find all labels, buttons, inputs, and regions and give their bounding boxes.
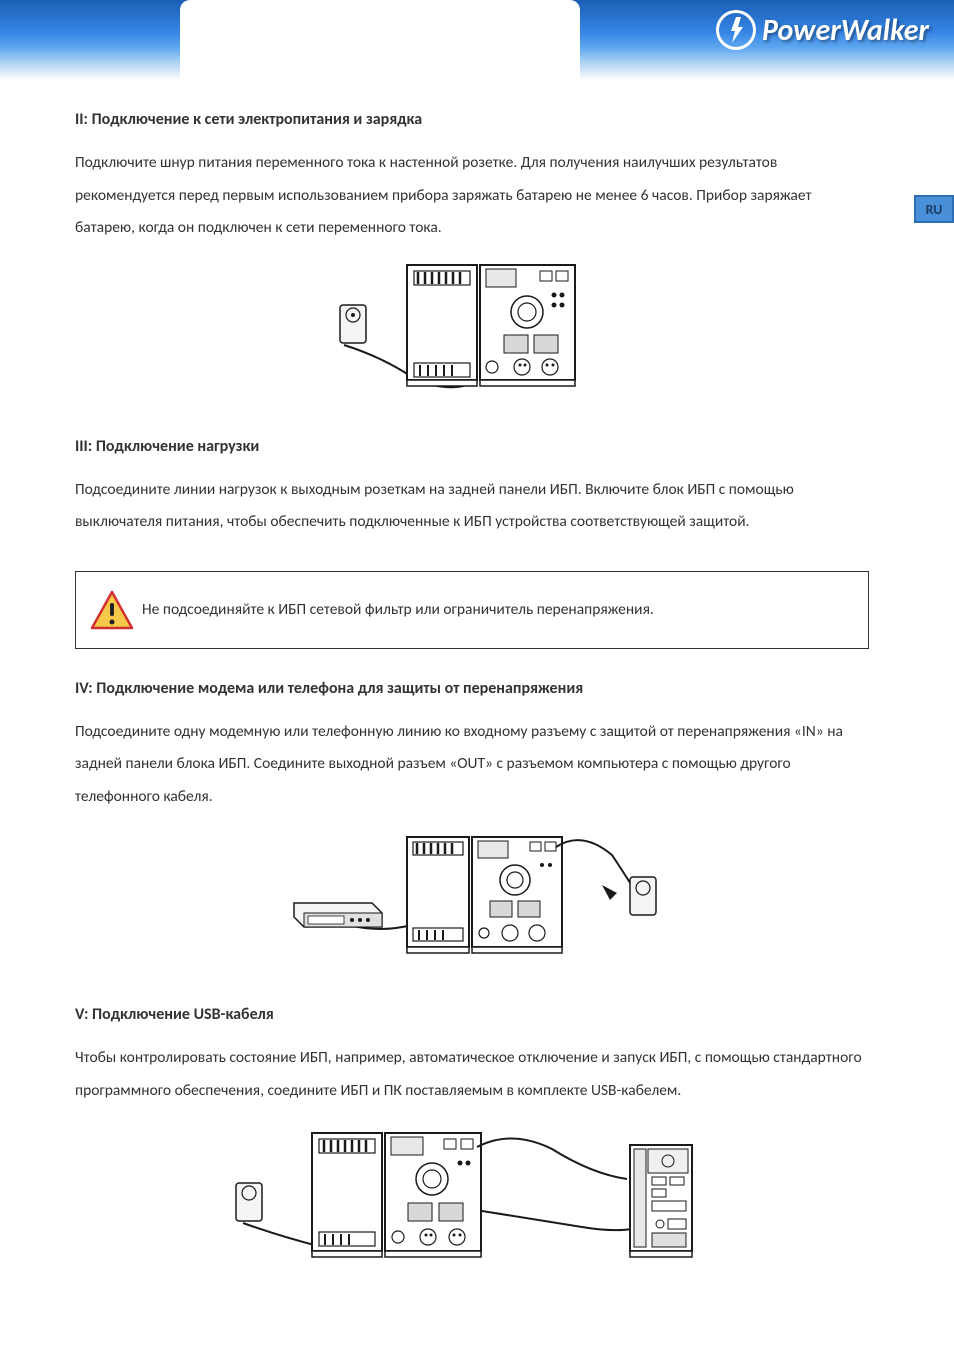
brand-name: PowerWalker (762, 12, 929, 49)
section-3-text: Подсоедините линии нагрузок к выходным р… (75, 474, 869, 539)
warning-box: Не подсоединяйте к ИБП сетевой фильтр ил… (75, 571, 869, 649)
section-4-title: IV: Подключение модема или телефона для … (75, 679, 869, 698)
section-3-title: III: Подключение нагрузки (75, 437, 869, 456)
header-tab (180, 0, 580, 80)
section-4-text: Подсоедините одну модемную или телефонну… (75, 716, 869, 814)
section-5-title: V: Подключение USB-кабеля (75, 1005, 869, 1024)
section-2-text: Подключите шнур питания переменного тока… (75, 147, 869, 245)
header-bar: PowerWalker (0, 0, 954, 80)
section-5: V: Подключение USB-кабеля Чтобы контроли… (75, 1005, 869, 1279)
section-5-illustration (75, 1119, 869, 1279)
section-4-illustration (75, 825, 869, 975)
warning-icon (90, 590, 134, 630)
brand-logo: PowerWalker (716, 10, 929, 50)
power-icon (716, 10, 756, 50)
section-4: IV: Подключение модема или телефона для … (75, 679, 869, 976)
section-2-illustration (75, 257, 869, 407)
language-badge: RU (914, 195, 954, 223)
page-content: II: Подключение к сети электропитания и … (0, 80, 954, 1329)
section-2: II: Подключение к сети электропитания и … (75, 110, 869, 407)
section-2-title: II: Подключение к сети электропитания и … (75, 110, 869, 129)
warning-text: Не подсоединяйте к ИБП сетевой фильтр ил… (142, 600, 654, 619)
section-5-text: Чтобы контролировать состояние ИБП, напр… (75, 1042, 869, 1107)
section-3: III: Подключение нагрузки Подсоедините л… (75, 437, 869, 649)
